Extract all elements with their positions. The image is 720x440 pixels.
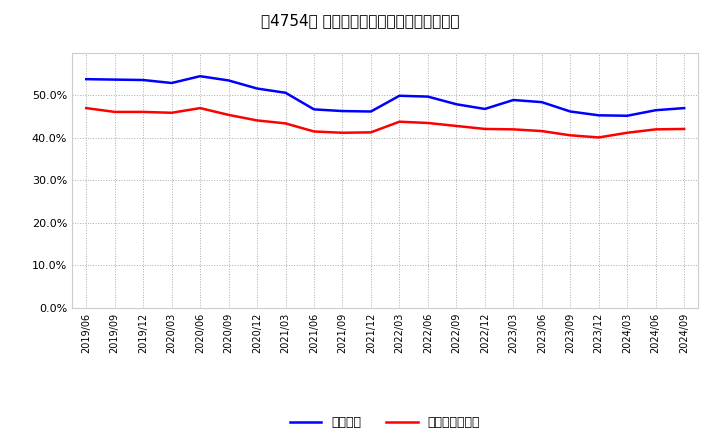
固定長期適合率 — [110, 109, 119, 114]
固定長期適合率 — [395, 119, 404, 125]
固定比率 — [652, 107, 660, 113]
固定比率 — [225, 78, 233, 83]
固定比率 — [452, 102, 461, 107]
固定比率 — [253, 86, 261, 91]
固定比率 — [310, 107, 318, 112]
固定比率 — [167, 81, 176, 86]
固定比率 — [480, 106, 489, 112]
固定長期適合率 — [566, 133, 575, 138]
固定比率 — [623, 113, 631, 118]
固定長期適合率 — [310, 129, 318, 134]
Legend: 固定比率, 固定長期適合率: 固定比率, 固定長期適合率 — [285, 411, 485, 434]
Text: ［4754］ 固定比率、固定長期適合率の推移: ［4754］ 固定比率、固定長期適合率の推移 — [261, 13, 459, 28]
固定比率 — [110, 77, 119, 82]
固定比率 — [395, 93, 404, 99]
固定比率 — [423, 94, 432, 99]
固定比率 — [282, 90, 290, 95]
固定比率 — [338, 108, 347, 114]
固定長期適合率 — [595, 135, 603, 140]
固定比率 — [509, 97, 518, 103]
固定長期適合率 — [423, 120, 432, 126]
固定比率 — [139, 77, 148, 83]
固定比率 — [537, 99, 546, 105]
固定長期適合率 — [480, 126, 489, 132]
固定長期適合率 — [509, 127, 518, 132]
固定比率 — [196, 73, 204, 79]
Line: 固定比率: 固定比率 — [86, 76, 684, 116]
固定長期適合率 — [196, 106, 204, 111]
固定長期適合率 — [282, 121, 290, 126]
固定長期適合率 — [452, 123, 461, 128]
固定長期適合率 — [537, 128, 546, 134]
固定長期適合率 — [253, 118, 261, 123]
固定長期適合率 — [652, 127, 660, 132]
固定比率 — [595, 113, 603, 118]
固定長期適合率 — [139, 109, 148, 114]
固定比率 — [566, 109, 575, 114]
固定長期適合率 — [82, 106, 91, 111]
固定比率 — [366, 109, 375, 114]
固定長期適合率 — [366, 130, 375, 135]
固定比率 — [82, 77, 91, 82]
固定比率 — [680, 106, 688, 111]
Line: 固定長期適合率: 固定長期適合率 — [86, 108, 684, 137]
固定長期適合率 — [338, 130, 347, 136]
固定長期適合率 — [680, 126, 688, 132]
固定長期適合率 — [167, 110, 176, 115]
固定長期適合率 — [623, 130, 631, 136]
固定長期適合率 — [225, 112, 233, 117]
